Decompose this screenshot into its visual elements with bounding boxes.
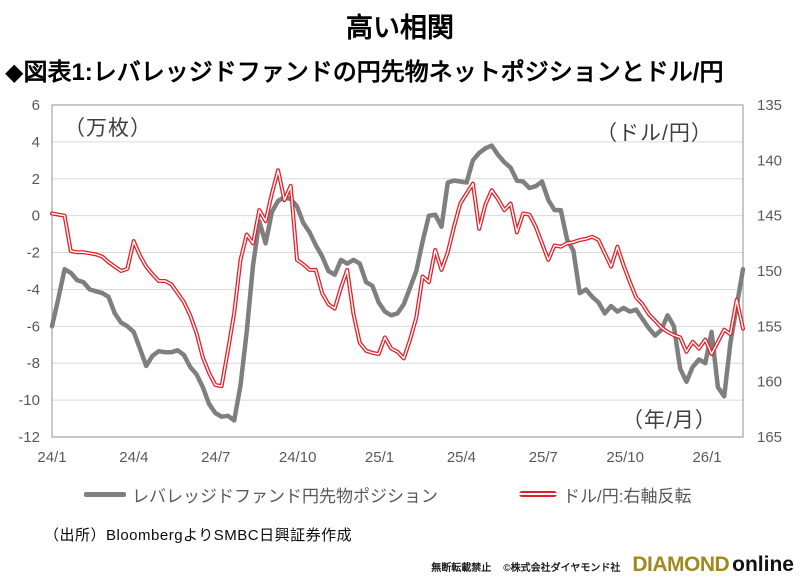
right-axis-tick: 135 [757,97,782,114]
left-axis-tick: -4 [27,281,40,298]
left-axis-tick: 2 [32,171,40,188]
red-line-swatch [519,491,557,497]
plot-border [51,104,744,438]
footer: 無断転載禁止 ©株式会社ダイヤモンド社 DIAMOND online [431,553,794,577]
right-axis-tick: 145 [757,208,782,225]
diamond-online-logo: DIAMOND online [632,553,794,577]
right-axis-unit-label: （ドル/円） [596,122,713,145]
x-axis-tick: 24/10 [279,449,317,466]
left-axis-tick: -10 [18,392,40,409]
chart-legend: レバレッジドファンド円先物ポジション ドル/円:右軸反転 [0,481,800,507]
gridlines [52,104,743,438]
x-axis-tick: 25/7 [529,449,558,466]
left-axis-tick: -12 [18,429,40,446]
legend-item-usdjpy: ドル/円:右軸反転 [519,481,691,507]
left-axis-tick: 0 [32,208,40,225]
left-axis-tick: -8 [27,355,40,372]
legend-item-positions: レバレッジドファンド円先物ポジション [84,481,438,507]
right-axis-tick: 150 [757,263,782,280]
left-axis-unit-label: （万枚） [64,117,152,140]
no-reproduction-notice: 無断転載禁止 [431,563,492,574]
logo-online-text: online [732,553,794,576]
left-axis-tick: -6 [27,318,40,335]
x-axis-tick: 24/4 [119,449,148,466]
series-usdjpy-inner-stripe [51,169,744,387]
copyright-text: ©株式会社ダイヤモンド社 [503,563,621,574]
legend-label-positions: レバレッジドファンド円先物ポジション [132,486,438,506]
left-axis-tick: 4 [32,134,40,151]
page-title: 高い相関 [346,13,454,43]
logo-diamond-text: DIAMOND [632,553,730,576]
legend-label-usdjpy: ドル/円:右軸反転 [563,486,692,506]
right-axis-tick: 160 [757,374,782,391]
figure-caption: ◆図表1:レバレッジドファンドの円先物ネットポジションとドル/円 [5,59,724,86]
x-axis-unit-label: （年/月） [622,409,717,432]
series-leveraged-fund-position [49,143,746,423]
gray-line-swatch [84,491,126,497]
right-axis-tick: 165 [757,429,782,446]
right-axis-tick: 140 [757,152,782,169]
axis-tick-labels: 6 4 2 0 -2 -4 -6 -8 -10 -12 135 140 145 150 155 160 165 2… [18,97,782,466]
x-axis-tick: 25/10 [606,449,644,466]
x-axis-tick: 25/4 [447,449,476,466]
right-axis-tick: 155 [757,318,782,335]
x-axis-tick: 26/1 [692,449,721,466]
left-axis-tick: 6 [32,97,40,114]
left-axis-tick: -2 [27,245,40,262]
source-note: （出所）BloombergよりSMBC日興証券作成 [44,527,353,544]
x-axis-tick: 24/7 [201,449,230,466]
x-axis-tick: 24/1 [37,449,66,466]
x-axis-tick: 25/1 [365,449,394,466]
